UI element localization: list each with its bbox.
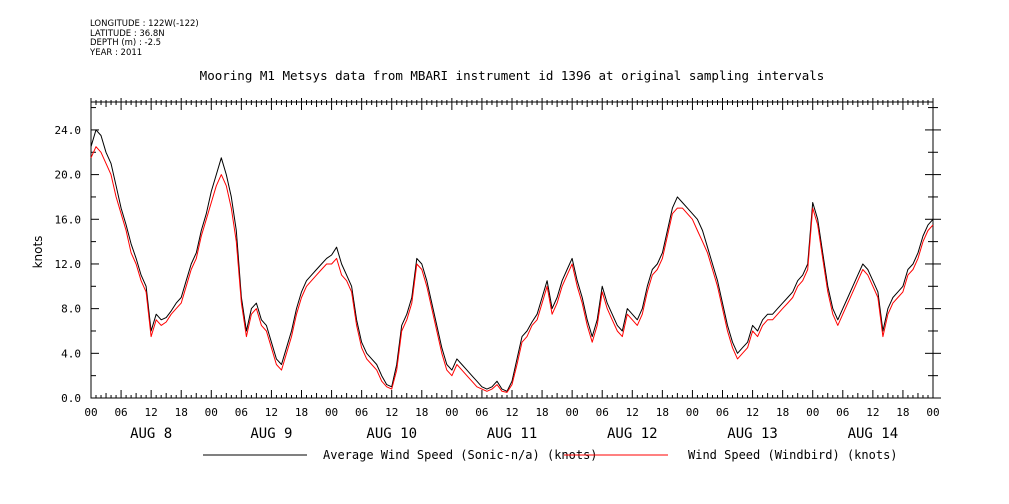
x-hour-label: 06 [836,406,849,419]
x-day-label: AUG 9 [250,426,292,442]
x-hour-label: 00 [806,406,819,419]
x-hour-label: 18 [656,406,669,419]
x-hour-label: 12 [505,406,518,419]
longitude-text: LONGITUDE : 122W(-122) [90,19,199,29]
y-tick-label: 20.0 [55,169,82,182]
x-hour-label: 12 [746,406,759,419]
legend-label-1: Wind Speed (Windbird) (knots) [688,448,898,462]
latitude-text: LATITUDE : 36.8N [90,28,165,39]
axis-ticks: 0.0 4.0 8.0 12.0 16.0 20.0 24.0 00 06 12 18 00 06 12 1… [55,98,941,442]
x-hour-label: 00 [566,406,579,419]
y-axis-label: knots [31,236,45,269]
x-day-label: AUG 12 [607,426,658,442]
series-line-1 [90,146,934,393]
x-day-label: AUG 13 [727,426,778,442]
x-hour-label: 00 [325,406,338,419]
series-line-0 [90,129,934,392]
x-hour-label: 00 [926,406,939,419]
year-text: YEAR : 2011 [90,47,143,58]
legend-label-0: Average Wind Speed (Sonic-n/a) (knots) [323,448,598,462]
x-day-label: AUG 11 [487,426,538,442]
x-hour-label: 06 [114,406,127,419]
x-hour-label: 18 [175,406,188,419]
chart-title: Mooring M1 Metsys data from MBARI instru… [200,68,825,83]
series-layer [90,129,934,393]
x-day-label: AUG 8 [130,426,172,442]
x-hour-label: 00 [205,406,218,419]
x-hour-label: 18 [295,406,308,419]
y-tick-label: 0.0 [61,392,81,405]
metadata-block: LONGITUDE : 122W(-122) LATITUDE : 36.8N … [90,19,199,58]
x-day-label: AUG 14 [848,426,899,442]
y-tick-label: 24.0 [55,124,82,137]
x-hour-label: 18 [415,406,428,419]
x-hour-label: 06 [475,406,488,419]
x-day-label: AUG 10 [366,426,417,442]
y-tick-label: 4.0 [61,347,81,360]
x-hour-label: 18 [896,406,909,419]
legend: Average Wind Speed (Sonic-n/a) (knots) Wi… [203,448,898,462]
x-hour-label: 00 [445,406,458,419]
plot-axes [90,101,934,399]
x-hour-label: 12 [866,406,879,419]
y-tick-label: 12.0 [55,258,82,271]
x-hour-label: 06 [235,406,248,419]
x-hour-label: 18 [535,406,548,419]
x-hour-label: 12 [626,406,639,419]
x-hour-label: 00 [686,406,699,419]
x-hour-label: 00 [84,406,97,419]
x-hour-label: 18 [776,406,789,419]
x-hour-label: 06 [716,406,729,419]
y-tick-label: 16.0 [55,213,82,226]
x-hour-label: 06 [355,406,368,419]
x-hour-label: 06 [596,406,609,419]
y-tick-label: 8.0 [61,303,81,316]
x-hour-label: 12 [145,406,158,419]
x-hour-label: 12 [265,406,278,419]
x-hour-label: 12 [385,406,398,419]
plot-frame [90,101,934,399]
depth-text: DEPTH (m) : -2.5 [90,38,162,48]
